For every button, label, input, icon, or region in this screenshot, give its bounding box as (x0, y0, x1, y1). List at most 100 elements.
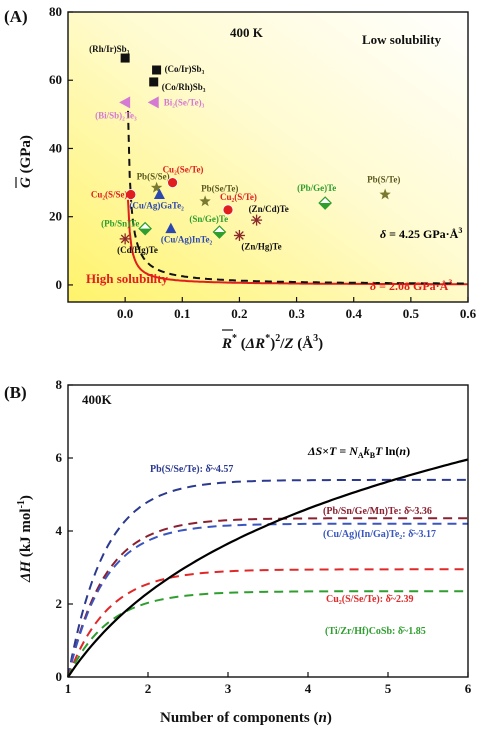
scatter-point (165, 222, 177, 234)
panel-a-background (68, 12, 468, 302)
panel-a-label: (A) (4, 7, 28, 26)
panel-a-xtick-label: 0.6 (460, 306, 477, 321)
panel-b-xtick-label: 1 (65, 681, 72, 696)
panel-b-temperature: 400K (82, 392, 113, 407)
panel-b-ytick-label: 8 (56, 377, 63, 392)
scatter-point (233, 229, 245, 241)
series-line (67, 478, 468, 678)
entropy-curve (67, 458, 469, 678)
series-label: (Pb/Sn/Ge/Mn)Te: δ̄~3.36 (323, 506, 432, 517)
panel-b-ylabel: ΔH (kJ mol-1) (16, 495, 34, 583)
panel-b-xlabel: Number of components (n) (160, 710, 332, 726)
panel-b-ytick-label: 4 (56, 523, 63, 538)
scatter-point-label: Pb(S/Se) (137, 172, 170, 182)
panel-b-frame (67, 384, 469, 678)
svg-text:R* (ΔR*)2/Z (Å3): R* (ΔR*)2/Z (Å3) (221, 333, 323, 352)
scatter-point-label: (Cu/Ag)GaTe₂ (129, 201, 184, 211)
scatter-point (120, 53, 130, 63)
series-line (67, 517, 468, 678)
panel-a: (A) 0.0 0.1 0.2 0.3 0.4 0.5 0.6 0 20 40 60 80 (Rh/I… (4, 4, 477, 352)
scatter-point (138, 221, 152, 236)
panel-a-ytick-label: 0 (56, 277, 63, 292)
scatter-point-label: (Co/Ir)Sb₃ (165, 64, 205, 74)
scatter-point-label: Bi₂(Se/Te)₃ (164, 97, 205, 107)
scatter-point-label: Pb(S/Te) (367, 175, 400, 185)
panel-b-background (68, 385, 468, 677)
svg-text:ΔH (kJ mol-1): ΔH (kJ mol-1) (16, 495, 34, 583)
panel-a-frame (67, 11, 469, 303)
panel-b-series-labels: Pb(S/Se/Te): δ̄~4.57 (Pb/Sn/Ge/Mn)Te: δ̄~… (150, 464, 436, 637)
panel-a-xtick-label: 0.5 (403, 306, 420, 321)
panel-a-points: (Rh/Ir)Sb₃ (Co/Ir)Sb₃ (Co/Rh)Sb₃ (Bi/Sb)₂Te… (89, 44, 400, 255)
panel-a-xtick-label: 0.0 (117, 306, 133, 321)
scatter-point (150, 181, 163, 193)
scatter-point-label: (Bi/Sb)₂Te₃ (95, 110, 137, 120)
scatter-point-label: Cu₂(Se/Te) (163, 165, 204, 175)
panel-b-xtick-label: 3 (225, 681, 232, 696)
series-label: (Ti/Zr/Hf)CoSb: δ̄~1.85 (325, 626, 426, 637)
scatter-point (153, 188, 165, 200)
panel-a-ticks: 0.0 0.1 0.2 0.3 0.4 0.5 0.6 0 20 40 60 80 (49, 4, 477, 321)
curve-delta-4-25 (127, 110, 468, 285)
scatter-point-label: (Sn/Ge)Te (189, 214, 228, 224)
panel-a-ytick-label: 20 (49, 209, 62, 224)
scatter-point-label: (Rh/Ir)Sb₃ (89, 44, 130, 54)
scatter-point (199, 195, 211, 207)
scatter-point (149, 77, 159, 87)
panel-a-xlabel: R* (ΔR*)2/Z (Å3) (221, 329, 323, 352)
delta-dashed-label: δ = 4.25 GPa·Å3 (380, 226, 462, 241)
panel-b-ytick-label: 2 (56, 596, 63, 611)
panel-a-ylabel: G (GPa) (15, 135, 34, 188)
panel-a-ytick-label: 60 (49, 72, 62, 87)
scatter-point (119, 96, 131, 109)
scatter-point (212, 225, 227, 239)
panel-b-ytick-label: 0 (56, 669, 63, 684)
scatter-point (318, 196, 332, 210)
scatter-point (125, 189, 137, 200)
scatter-point-label: Cu₂(S/Se) (91, 190, 128, 200)
panel-b-xtick-label: 6 (465, 681, 472, 696)
scatter-point-label: (Zn/Hg)Te (241, 241, 281, 251)
scatter-point (379, 188, 391, 200)
panel-b-label: (B) (4, 383, 27, 402)
panel-a-temperature: 400 K (230, 25, 264, 40)
panel-a-xtick-label: 0.4 (346, 306, 363, 321)
scatter-point (222, 204, 234, 216)
panel-a-xtick-label: 0.2 (231, 306, 247, 321)
scatter-point (152, 65, 162, 75)
scatter-point-label: Pb(Se/Te) (201, 183, 238, 193)
high-solubility-label: High solubility (86, 271, 168, 286)
panel-a-ytick-label: 40 (49, 140, 62, 155)
scatter-point (119, 233, 131, 245)
scatter-point-label: (Cu/Ag)InTe₂ (161, 235, 213, 245)
series-label: (Cu/Ag)(In/Ga)Te₂: δ̄~3.17 (323, 529, 436, 540)
scatter-point-label: (Co/Rh)Sb₃ (162, 82, 206, 92)
scatter-point (147, 96, 159, 109)
scatter-point-label: (Zn/Cd)Te (249, 204, 289, 214)
scatter-point-label: (Pb/Sn)Te (101, 219, 139, 229)
panel-b-xtick-label: 2 (145, 681, 152, 696)
low-solubility-label: Low solubility (362, 32, 442, 47)
scatter-point (251, 214, 263, 226)
scatter-point-label: (Pb/Ge)Te (297, 183, 336, 193)
svg-text:G (GPa): G (GPa) (18, 135, 34, 188)
entropy-label: ΔS×T = NAkBT ln(n) (307, 444, 410, 460)
panel-a-xtick-label: 0.3 (288, 306, 305, 321)
scatter-point-label: Cu₂(S/Te) (220, 192, 257, 202)
panel-b-xtick-label: 4 (305, 681, 312, 696)
panel-b-lines (67, 458, 469, 678)
series-line (67, 590, 468, 678)
panel-b-ytick-label: 6 (56, 450, 63, 465)
panel-a-ytick-label: 80 (49, 4, 62, 19)
panel-a-xtick-label: 0.1 (174, 306, 190, 321)
series-line (67, 568, 468, 678)
delta-solid-label: δ = 2.08 GPa·Å3 (370, 278, 452, 293)
series-label: Pb(S/Se/Te): δ̄~4.57 (150, 464, 233, 475)
scatter-point-label: (Cd/Hg)Te (117, 245, 158, 255)
panel-a-curves (127, 110, 468, 286)
panel-b-xtick-label: 5 (385, 681, 392, 696)
scatter-point (167, 177, 178, 188)
series-label: Cu₂(S/Se/Te): δ̄~2.39 (326, 594, 413, 605)
